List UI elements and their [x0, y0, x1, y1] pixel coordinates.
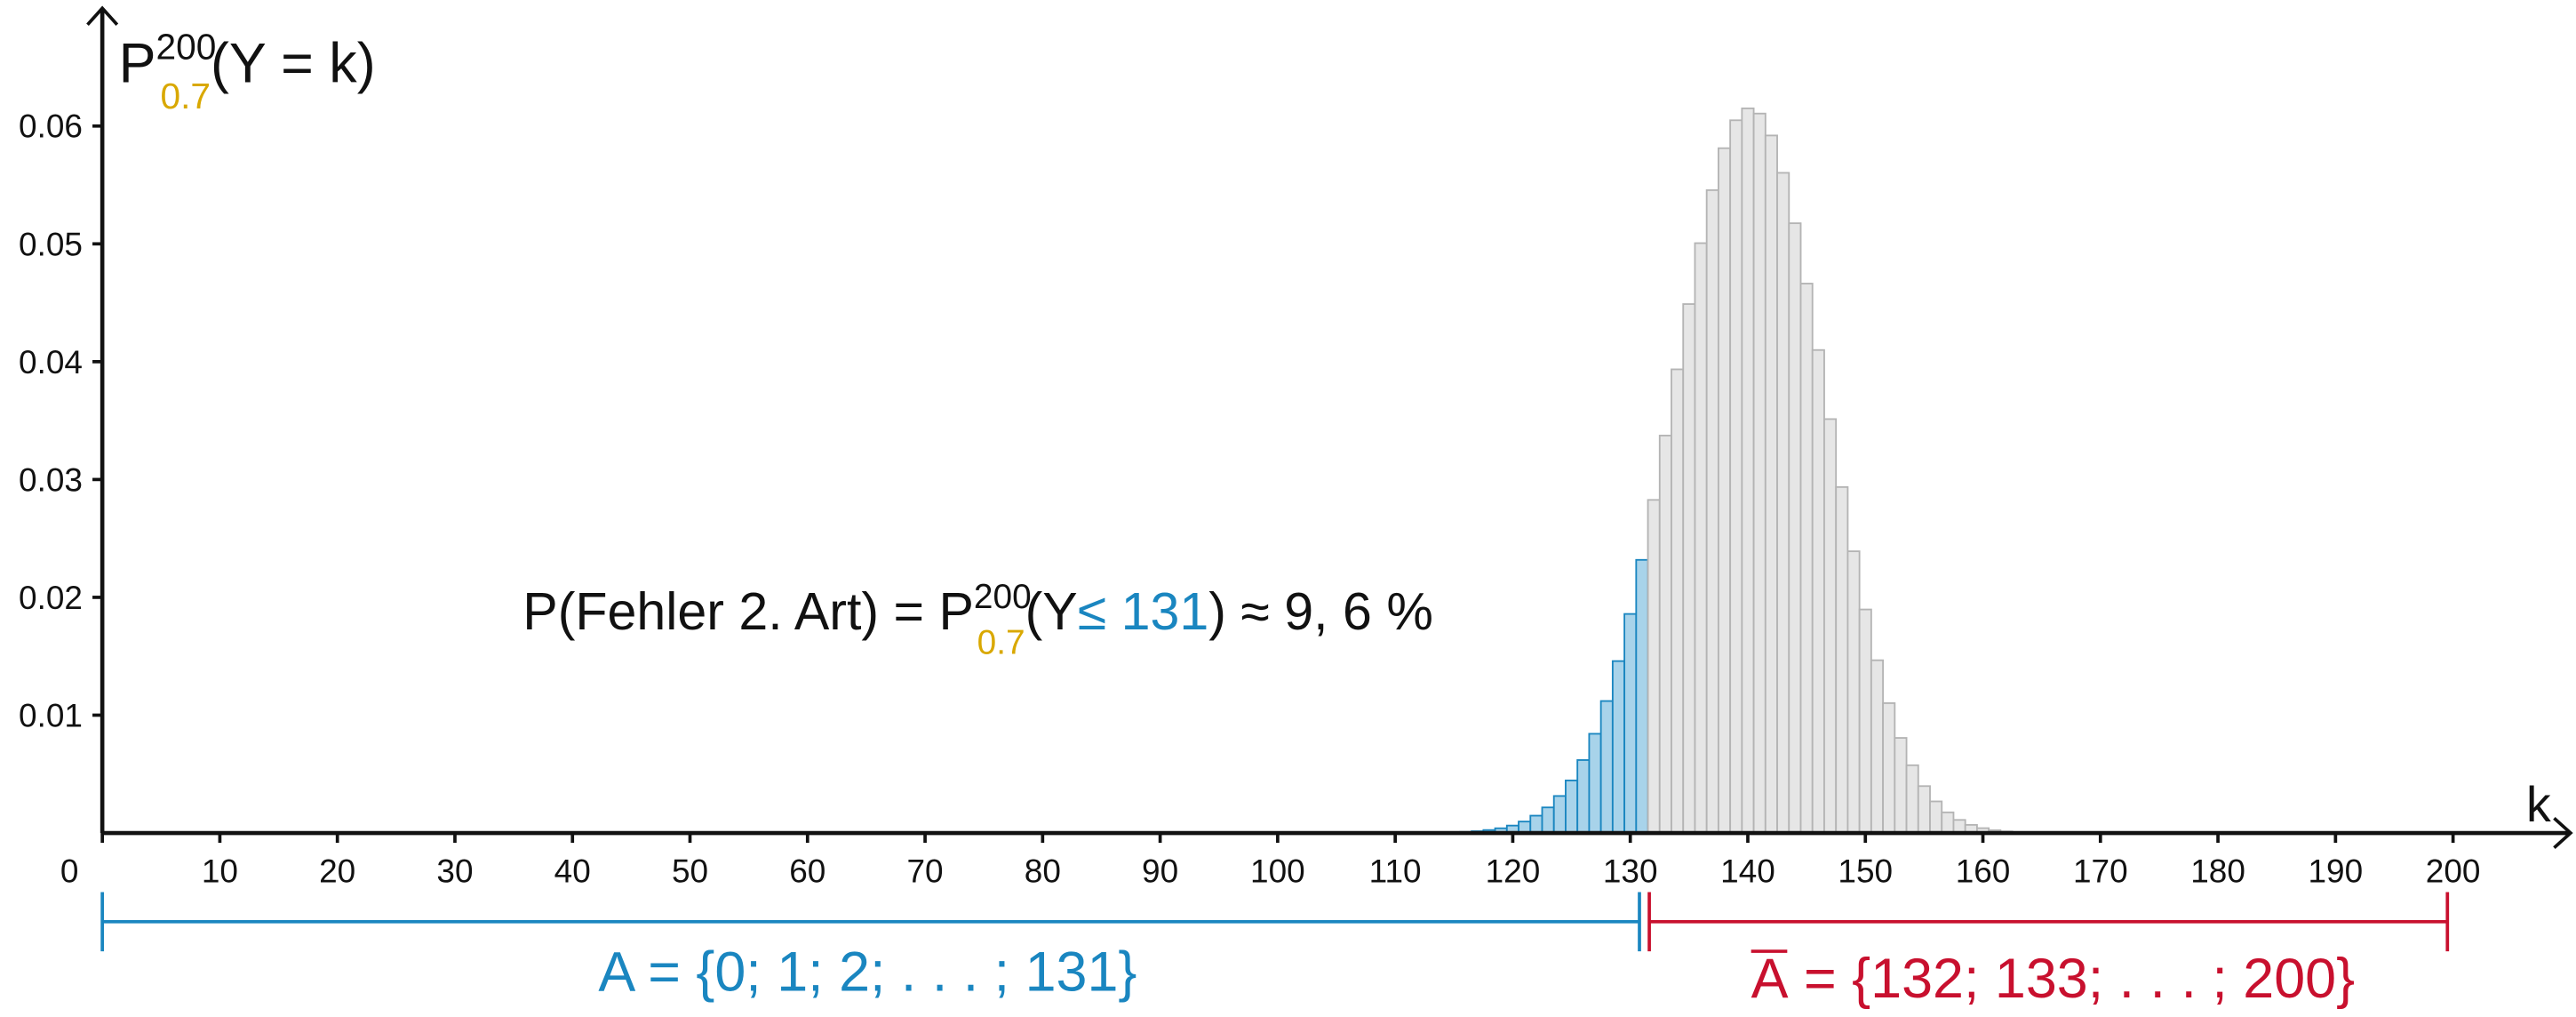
x-axis-label: k [2526, 777, 2551, 832]
rejection-label: A = {132; 133; . . . ; 200} [1751, 948, 2355, 1010]
bar [1565, 779, 1579, 834]
rejection-bracket [1647, 892, 2450, 952]
x-tick-label: 90 [1142, 853, 1178, 889]
x-tick-label: 20 [319, 853, 355, 889]
bar [1929, 800, 1943, 834]
acceptance-bracket [100, 892, 1641, 952]
x-tick-label: 160 [1956, 853, 2011, 889]
x-tick-label: 190 [2309, 853, 2364, 889]
x-tick-label: 130 [1603, 853, 1658, 889]
x-tick-label: 70 [907, 853, 944, 889]
y-tick-label: 0.06 [19, 108, 83, 145]
bar [1823, 418, 1838, 834]
annotation-sub: 0.7 [977, 624, 1025, 662]
bar [1588, 733, 1602, 834]
bar [1811, 348, 1825, 834]
bar [1647, 499, 1661, 834]
bar [1576, 759, 1591, 834]
rejection-set: = {132; 133; . . . ; 200} [1789, 948, 2356, 1010]
bar [1541, 806, 1555, 834]
x-axis-arrow [2553, 817, 2573, 850]
bar [1752, 112, 1767, 834]
bar [1729, 119, 1743, 834]
x-tick-label: 110 [1369, 853, 1422, 889]
bar [1905, 764, 1919, 834]
y-tick-label: 0.01 [19, 697, 83, 733]
y-axis-label: P200 0.7(Y = k) [119, 27, 376, 116]
annotation-rest: ) ≈ 9, 6 % [1208, 581, 1433, 641]
y-tick-label: 0.05 [19, 226, 83, 262]
bar [1635, 558, 1649, 834]
bar [1846, 550, 1861, 834]
y-label-base: P [119, 32, 156, 94]
bar [1611, 660, 1626, 834]
annotation-sup: 200 [974, 578, 1032, 616]
x-tick-label: 0 [60, 853, 79, 889]
bar [1764, 134, 1778, 834]
bar [1682, 303, 1696, 834]
y-tick-label: 0.04 [19, 344, 83, 380]
annotation-bound: ≤ 131 [1078, 581, 1209, 641]
bar [1623, 613, 1638, 834]
bar [1835, 485, 1849, 834]
y-axis-arrow [86, 5, 119, 26]
bar [1599, 700, 1614, 834]
bar [1529, 814, 1543, 834]
y-label-sub: 0.7 [161, 76, 211, 116]
bar [1870, 659, 1885, 834]
rejection-symbol: A [1751, 948, 1789, 1010]
bar [1717, 147, 1732, 834]
x-tick-label: 60 [789, 853, 825, 889]
bar [1788, 222, 1802, 834]
bar [1552, 795, 1567, 834]
bar [1894, 737, 1908, 834]
y-label-sup: 200 [156, 27, 217, 68]
bar [1658, 435, 1672, 834]
bar [1917, 785, 1931, 834]
bar [1799, 283, 1814, 834]
x-tick-label: 170 [2073, 853, 2128, 889]
x-tick-label: 180 [2190, 853, 2245, 889]
x-tick-label: 10 [202, 853, 238, 889]
x-tick-label: 120 [1486, 853, 1541, 889]
bar [1705, 188, 1719, 834]
bar [1858, 608, 1872, 834]
bar [1741, 107, 1755, 834]
x-tick-label: 30 [436, 853, 473, 889]
annotation: P(Fehler 2. Art) = P200 0.7(Y≤ 131) ≈ 9, … [522, 578, 1433, 662]
y-tick-label: 0.03 [19, 461, 83, 498]
x-tick-label: 140 [1720, 853, 1775, 889]
bar [1694, 242, 1708, 834]
x-tick-label: 50 [672, 853, 708, 889]
bars [1412, 107, 2061, 834]
x-tick-label: 200 [2426, 853, 2481, 889]
annotation-prefix: P(Fehler 2. Art) = P [522, 581, 974, 641]
x-tick-label: 80 [1025, 853, 1061, 889]
x-tick-label: 150 [1838, 853, 1893, 889]
y-label-rest: (Y = k) [211, 32, 376, 94]
bar [1671, 368, 1685, 834]
x-tick-label: 40 [554, 853, 591, 889]
y-tick-label: 0.02 [19, 580, 83, 616]
bar [1941, 811, 1955, 834]
x-tick-label: 100 [1250, 853, 1305, 889]
bar [1882, 702, 1896, 834]
bar [1776, 172, 1790, 834]
acceptance-label: A = {0; 1; 2; . . . ; 131} [598, 941, 1136, 1003]
annotation-open: (Y [1025, 581, 1078, 641]
